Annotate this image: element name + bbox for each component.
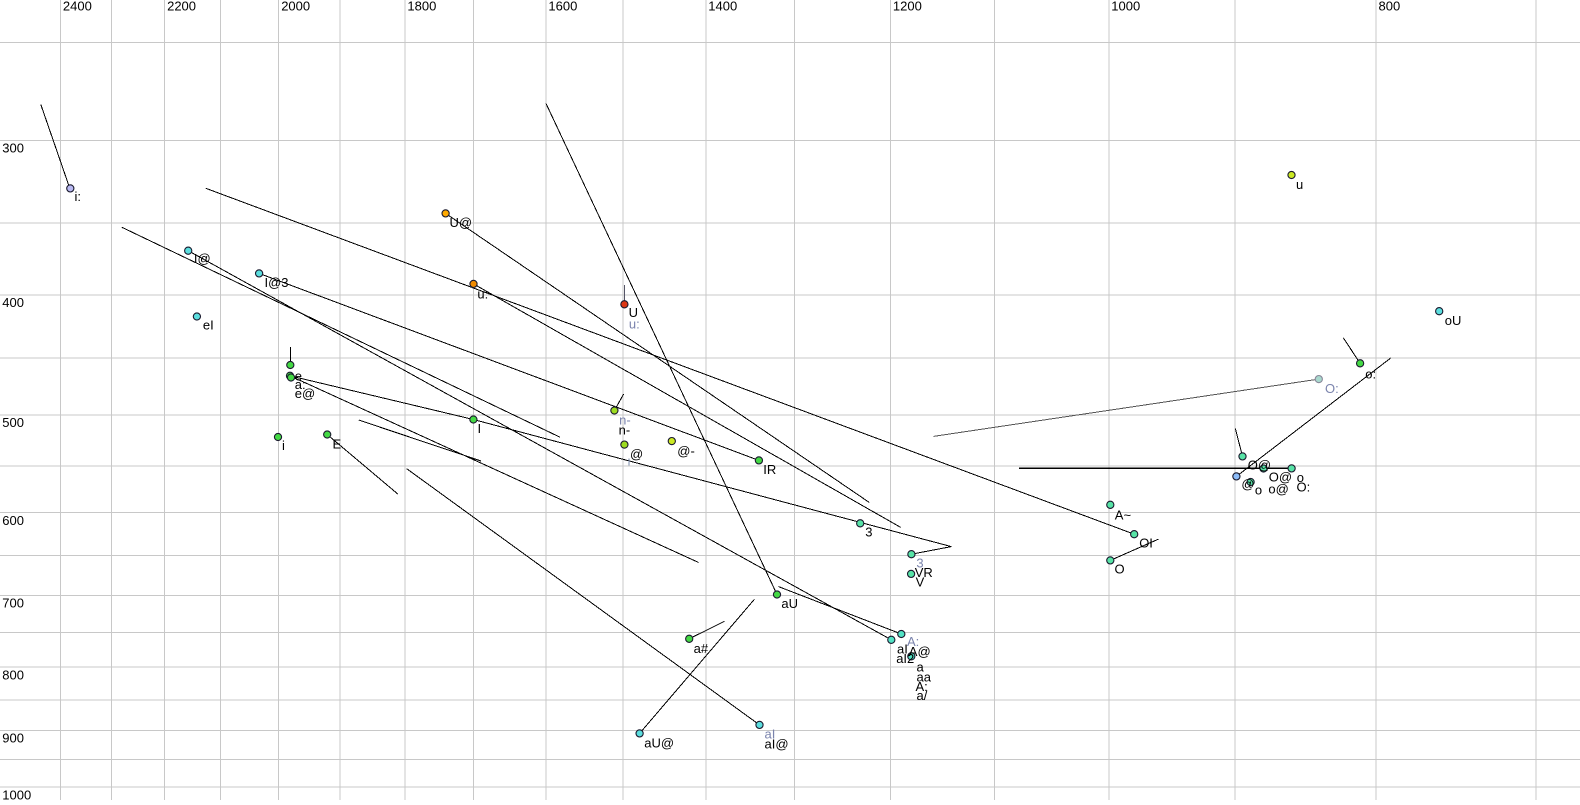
svg-text:@-: @-: [677, 443, 695, 458]
svg-text:2000: 2000: [281, 0, 310, 14]
svg-text:@: @: [630, 447, 643, 462]
svg-text:U@: U@: [450, 215, 473, 230]
svg-text:I@: I@: [194, 251, 211, 266]
svg-text:aI2: aI2: [896, 651, 914, 666]
svg-text:i:: i:: [75, 189, 82, 204]
svg-text:1800: 1800: [407, 0, 436, 14]
svg-text:I@3: I@3: [265, 275, 289, 290]
svg-text:o: o: [1255, 483, 1262, 498]
svg-text:V: V: [916, 575, 925, 590]
svg-text:o:: o:: [1365, 366, 1376, 381]
svg-text:300: 300: [2, 141, 24, 156]
svg-text:o@: o@: [1268, 482, 1288, 497]
svg-text:800: 800: [1379, 0, 1401, 14]
svg-text:aI@: aI@: [765, 736, 789, 751]
svg-text:aU@: aU@: [644, 736, 674, 751]
svg-text:A~: A~: [1115, 507, 1132, 522]
svg-text:O:: O:: [1297, 480, 1311, 495]
svg-text:oU: oU: [1445, 313, 1462, 328]
svg-text:e@: e@: [295, 386, 315, 401]
svg-text:800: 800: [2, 667, 24, 682]
svg-text:I: I: [478, 421, 482, 436]
svg-text:2200: 2200: [167, 0, 196, 14]
svg-text:600: 600: [2, 513, 24, 528]
svg-text:1400: 1400: [708, 0, 737, 14]
svg-text:a/: a/: [917, 688, 928, 703]
svg-text:3: 3: [865, 525, 872, 540]
svg-text:aU: aU: [781, 596, 798, 611]
svg-text:eI: eI: [203, 318, 214, 333]
svg-text:i: i: [282, 438, 285, 453]
svg-text:IR: IR: [763, 462, 776, 477]
svg-text:2400: 2400: [63, 0, 92, 14]
svg-text:O@: O@: [1248, 457, 1271, 472]
svg-text:1200: 1200: [893, 0, 922, 14]
svg-text:1000: 1000: [2, 787, 31, 800]
svg-text:E: E: [333, 437, 342, 452]
svg-text:n-: n-: [619, 423, 631, 438]
svg-text:OI: OI: [1139, 536, 1153, 551]
svg-text:1600: 1600: [548, 0, 577, 14]
svg-text:u:: u:: [629, 317, 640, 332]
svg-text:O: O: [1115, 562, 1125, 577]
svg-text:900: 900: [2, 731, 24, 746]
svg-text:700: 700: [2, 596, 24, 611]
svg-text:u: u: [1296, 177, 1303, 192]
svg-text:400: 400: [2, 295, 24, 310]
svg-text:O:: O:: [1325, 381, 1339, 396]
svg-text:1000: 1000: [1111, 0, 1140, 14]
svg-text:a#: a#: [694, 641, 709, 656]
svg-text:u:: u:: [477, 287, 488, 302]
svg-text:@: @: [1241, 476, 1254, 491]
svg-text:500: 500: [2, 415, 24, 430]
